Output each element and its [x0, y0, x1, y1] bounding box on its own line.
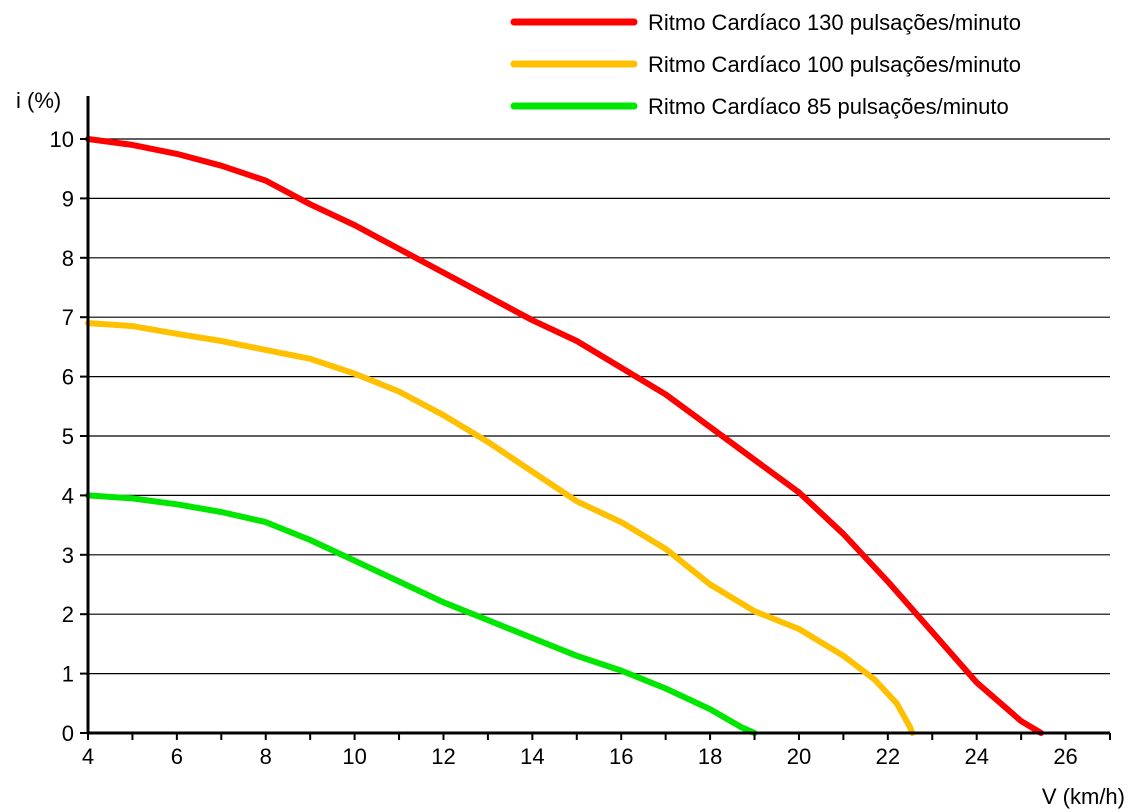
y-tick-label: 3: [62, 543, 74, 568]
legend-label: Ritmo Cardíaco 130 pulsações/minuto: [648, 10, 1021, 35]
x-axis-label: V (km/h): [1042, 784, 1125, 809]
x-tick-label: 12: [431, 744, 455, 769]
y-axis-label: i (%): [16, 88, 61, 113]
y-tick-label: 7: [62, 305, 74, 330]
series-layer: [85, 136, 1045, 736]
x-tick-label: 20: [787, 744, 811, 769]
horizontal-grid: [88, 138, 1110, 675]
x-tick-label: 4: [82, 744, 94, 769]
legend: Ritmo Cardíaco 130 pulsações/minuto Ritmo…: [510, 10, 1021, 119]
series-line-1: [85, 136, 1045, 736]
x-tick-label: 14: [520, 744, 544, 769]
y-tick-label: 4: [62, 483, 74, 508]
y-tick-label: 2: [62, 602, 74, 627]
x-tick-label: 18: [698, 744, 722, 769]
x-tick-label: 16: [609, 744, 633, 769]
x-tick-label: 24: [964, 744, 988, 769]
y-tick-label: 10: [50, 127, 74, 152]
x-tick-label: 6: [171, 744, 183, 769]
x-tick-label: 26: [1053, 744, 1077, 769]
axes: [86, 96, 1110, 735]
x-tick-label: 22: [876, 744, 900, 769]
x-tick-label: 10: [342, 744, 366, 769]
x-tick-label: 8: [260, 744, 272, 769]
series-line-2: [85, 320, 916, 736]
y-tick-label: 8: [62, 246, 74, 271]
y-tick-label: 6: [62, 365, 74, 390]
legend-label: Ritmo Cardíaco 85 pulsações/minuto: [648, 94, 1009, 119]
y-tick-label: 9: [62, 186, 74, 211]
y-tick-label: 0: [62, 721, 74, 746]
legend-label: Ritmo Cardíaco 100 pulsações/minuto: [648, 52, 1021, 77]
y-tick-label: 1: [62, 662, 74, 687]
series-line-3: [85, 492, 758, 736]
y-tick-label: 5: [62, 424, 74, 449]
